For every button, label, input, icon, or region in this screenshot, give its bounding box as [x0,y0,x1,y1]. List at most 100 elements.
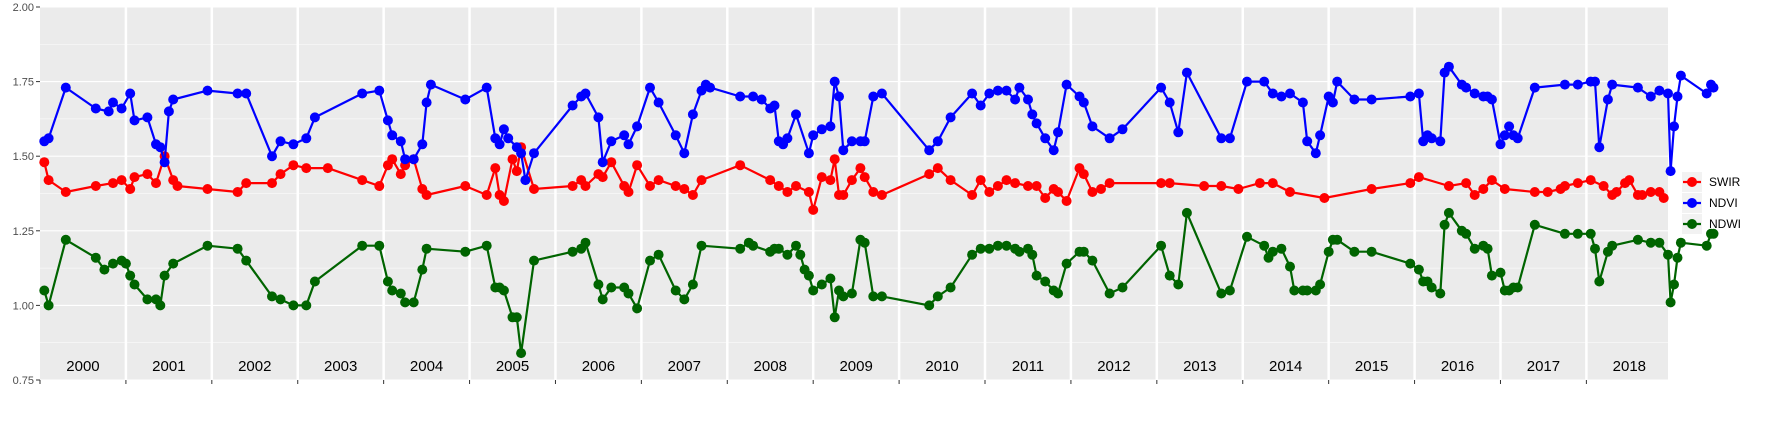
data-point-swir [855,163,866,174]
data-point-ndvi [748,91,759,102]
data-point-ndvi [1672,91,1683,102]
data-point-swir [490,163,501,174]
data-point-ndvi [876,88,887,99]
year-label: 2011 [1012,358,1044,375]
data-point-swir [357,175,368,186]
data-point-ndwi [155,300,166,311]
data-point-ndwi [1349,246,1360,257]
data-point-swir [1216,181,1227,191]
data-point-swir [1053,187,1063,197]
data-point-swir [395,169,406,180]
data-point-swir [322,163,333,174]
data-point-swir [876,190,887,200]
data-point-ndvi [1675,70,1686,81]
data-point-ndvi [808,130,819,141]
data-point-ndvi [1607,79,1618,90]
data-point-swir [924,169,935,180]
data-point-swir [687,190,698,200]
data-point-ndvi [1027,109,1038,120]
data-point-ndvi [1173,127,1184,138]
data-point-ndvi [1310,148,1321,159]
data-point-ndvi [1602,94,1613,105]
data-point-ndwi [1426,282,1437,293]
y-tick-label: 2.00 [13,2,34,14]
data-point-ndvi [606,136,617,147]
data-point-ndvi [932,136,943,147]
data-point-ndvi [267,151,277,162]
data-point-swir [1010,178,1021,189]
data-point-ndwi [481,240,492,251]
data-point-ndwi [202,240,213,251]
data-point-swir [1598,181,1609,191]
data-point-ndwi [623,288,634,299]
data-point-ndvi [387,130,398,141]
data-point-ndwi [129,279,140,290]
data-point-ndvi [159,157,170,168]
data-point-swir [1542,187,1553,197]
data-point-ndvi [1014,82,1025,93]
data-point-swir [125,184,136,194]
data-point-ndvi [374,85,385,96]
year-label: 2018 [1613,358,1646,375]
data-point-swir [460,181,471,191]
data-point-ndwi [597,294,608,305]
data-point-ndvi [838,145,849,156]
data-point-swir [1413,172,1424,183]
data-point-ndvi [60,82,71,93]
data-point-ndvi [1645,91,1656,102]
data-point-swir [481,190,492,200]
data-point-ndvi [357,88,368,99]
data-point-ndwi [1663,249,1673,260]
data-point-ndvi [1001,85,1012,96]
data-point-ndvi [1559,79,1570,90]
data-point-ndvi [494,139,505,150]
data-point-ndvi [1031,118,1042,129]
data-point-ndvi [1349,94,1360,105]
data-point-swir [275,169,286,180]
data-point-swir [1078,169,1089,180]
data-point-ndwi [632,303,643,314]
data-point-ndvi [421,97,432,108]
data-point-ndvi [425,79,436,90]
data-point-ndwi [1590,243,1600,254]
data-point-ndvi [1435,136,1446,147]
year-label: 2000 [66,358,99,375]
data-point-ndwi [773,243,784,254]
data-point-swir [1001,175,1012,186]
data-point-ndvi [503,133,514,144]
data-point-ndwi [1053,288,1063,299]
data-point-swir [803,187,814,197]
data-point-ndwi [1001,240,1012,251]
data-point-ndvi [1156,82,1167,93]
data-point-ndvi [1594,142,1605,153]
data-point-ndwi [803,270,814,281]
data-point-ndvi [382,115,393,126]
data-point-ndwi [1665,297,1676,308]
data-point-ndwi [374,240,385,251]
data-point-ndvi [1224,133,1235,144]
data-point-ndvi [1164,97,1175,108]
data-point-ndvi [1327,97,1338,108]
data-point-swir [421,190,432,200]
year-label: 2014 [1269,358,1302,375]
data-point-ndwi [1087,255,1098,266]
data-point-swir [1624,175,1635,186]
data-point-ndvi [1405,91,1416,102]
data-point-ndvi [1413,88,1424,99]
data-point-swir [580,181,591,191]
data-point-ndvi [241,88,252,99]
data-point-ndvi [125,88,136,99]
data-point-ndvi [1486,94,1497,105]
data-point-ndvi [400,154,411,165]
data-point-ndwi [120,258,131,269]
data-point-ndwi [924,300,935,311]
data-point-ndvi [129,115,140,126]
data-point-swir [1486,175,1497,186]
data-point-swir [773,181,784,191]
data-point-ndwi [267,291,277,302]
y-tick-label: 1.25 [13,226,34,238]
data-point-ndwi [932,291,943,302]
data-point-ndwi [1276,243,1287,254]
data-point-ndwi [400,297,411,308]
